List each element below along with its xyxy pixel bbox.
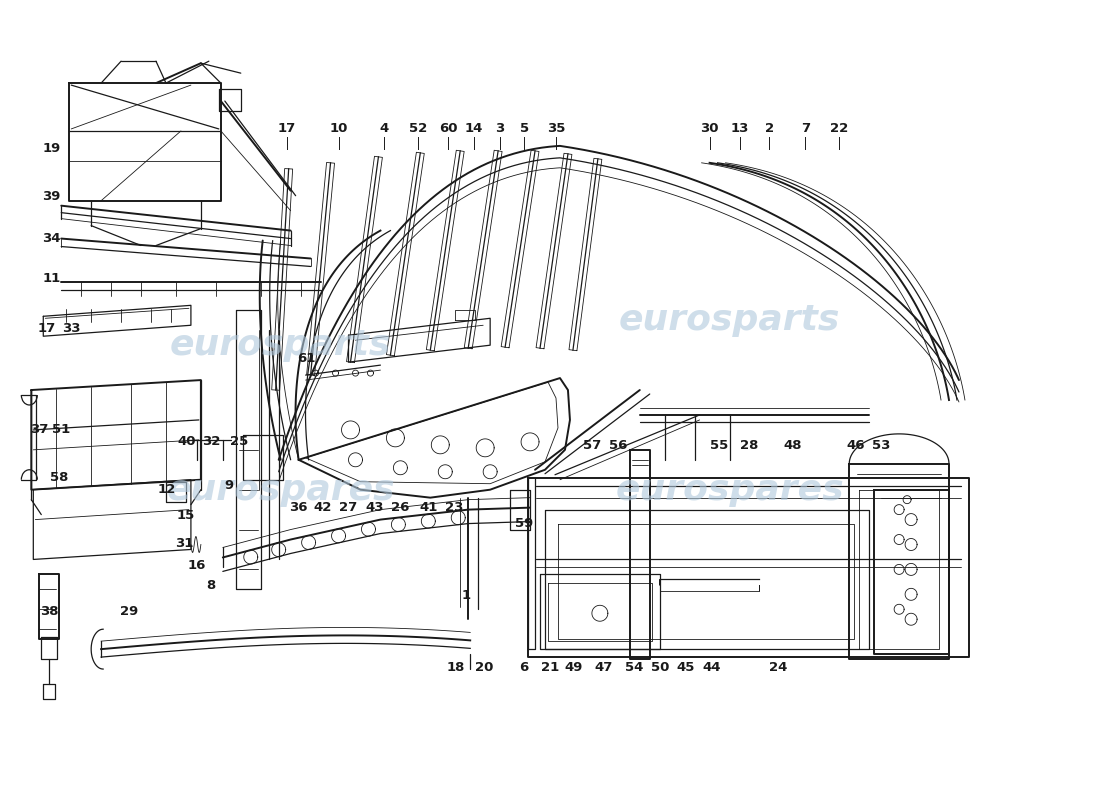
Text: 31: 31 <box>175 537 194 550</box>
Text: 3: 3 <box>495 122 505 135</box>
Text: 16: 16 <box>188 559 206 572</box>
Text: 7: 7 <box>801 122 810 135</box>
Text: 52: 52 <box>409 122 428 135</box>
Text: 41: 41 <box>419 501 438 514</box>
Text: 17: 17 <box>277 122 296 135</box>
Text: 5: 5 <box>519 122 529 135</box>
Text: 27: 27 <box>340 501 358 514</box>
Text: eurospares: eurospares <box>615 473 844 506</box>
Text: 18: 18 <box>447 661 465 674</box>
Text: 26: 26 <box>392 501 409 514</box>
Text: 6: 6 <box>519 661 529 674</box>
Text: 48: 48 <box>783 439 802 452</box>
Text: eurosparts: eurosparts <box>170 328 392 362</box>
Text: 55: 55 <box>711 439 728 452</box>
Text: 20: 20 <box>475 661 494 674</box>
Text: 46: 46 <box>846 439 865 452</box>
Text: 53: 53 <box>872 439 890 452</box>
Text: 50: 50 <box>650 661 669 674</box>
Text: 37: 37 <box>30 423 48 436</box>
Text: 35: 35 <box>547 122 565 135</box>
Text: 19: 19 <box>42 142 60 155</box>
Text: 12: 12 <box>157 483 176 496</box>
Text: 2: 2 <box>764 122 774 135</box>
Text: 15: 15 <box>177 509 195 522</box>
Text: 17: 17 <box>37 322 55 334</box>
Text: 22: 22 <box>830 122 848 135</box>
Text: eurosparts: eurosparts <box>619 303 840 338</box>
Text: 54: 54 <box>625 661 644 674</box>
Text: 9: 9 <box>224 479 233 492</box>
Text: 39: 39 <box>42 190 60 203</box>
Text: 29: 29 <box>120 605 139 618</box>
Text: 42: 42 <box>314 501 332 514</box>
Text: 11: 11 <box>42 272 60 285</box>
Text: 24: 24 <box>769 661 788 674</box>
Text: 21: 21 <box>541 661 559 674</box>
Text: 57: 57 <box>583 439 601 452</box>
Text: 47: 47 <box>595 661 613 674</box>
Text: 49: 49 <box>564 661 583 674</box>
Text: 33: 33 <box>62 322 80 334</box>
Text: 59: 59 <box>515 517 534 530</box>
Text: 51: 51 <box>52 423 70 436</box>
Text: 38: 38 <box>40 605 58 618</box>
Text: 61: 61 <box>297 352 316 365</box>
Text: 23: 23 <box>446 501 463 514</box>
Text: 10: 10 <box>329 122 348 135</box>
Text: 13: 13 <box>730 122 749 135</box>
Text: 25: 25 <box>230 435 248 448</box>
Text: 58: 58 <box>51 471 68 484</box>
Text: eurospares: eurospares <box>166 473 395 506</box>
Text: 43: 43 <box>365 501 384 514</box>
Text: 45: 45 <box>676 661 695 674</box>
Text: 14: 14 <box>465 122 483 135</box>
Text: 4: 4 <box>379 122 389 135</box>
Text: 56: 56 <box>608 439 627 452</box>
Text: 8: 8 <box>206 579 216 592</box>
Text: 44: 44 <box>702 661 721 674</box>
Text: 34: 34 <box>42 232 60 245</box>
Text: 40: 40 <box>178 435 196 448</box>
Text: 28: 28 <box>740 439 759 452</box>
Text: 32: 32 <box>201 435 220 448</box>
Text: 60: 60 <box>439 122 458 135</box>
Text: 30: 30 <box>701 122 718 135</box>
Text: 36: 36 <box>289 501 308 514</box>
Text: 1: 1 <box>462 589 471 602</box>
